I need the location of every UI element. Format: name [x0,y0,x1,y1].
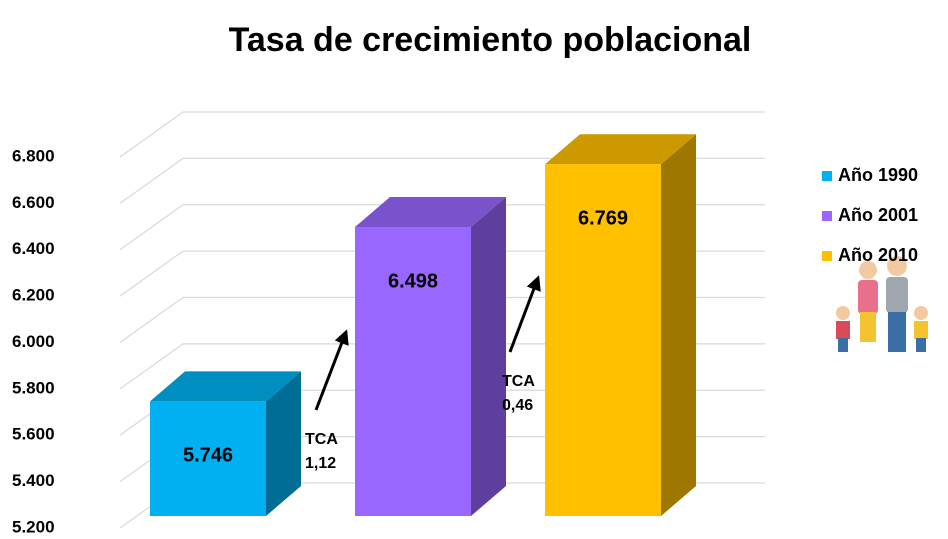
legend-swatch [822,251,832,261]
arrow [508,275,541,353]
bar [150,371,301,516]
bar-front [355,227,471,516]
legend-swatch [822,211,832,221]
y-tick-label: 5.200 [12,517,55,536]
legend-label: Año 1990 [838,165,918,185]
y-tick-label: 5.600 [12,425,55,444]
y-tick-label: 6.200 [12,286,55,305]
bar-side [661,134,696,517]
y-tick-label: 5.400 [12,471,55,490]
annotation: 1,12 [305,455,336,472]
y-tick-label: 6.000 [12,332,55,351]
legend-label: Año 2001 [838,205,918,225]
bar-top [150,371,301,402]
bar [355,197,506,516]
bar-side [471,197,506,516]
y-tick-label: 5.800 [12,378,55,397]
bar-front [545,164,661,517]
chart-title: Tasa de crecimiento poblacional [229,21,752,59]
data-label: 6.769 [578,207,628,229]
bar-front [150,401,266,516]
bar-top [355,197,506,228]
bar-side [266,371,301,516]
bar-top [545,134,696,165]
legend-swatch [822,171,832,181]
legend-label: Año 2010 [838,245,918,265]
y-tick-label: 6.800 [12,146,55,165]
annotation: TCA [502,373,535,390]
bar [545,134,696,517]
y-tick-label: 6.400 [12,239,55,258]
annotation: TCA [305,431,338,448]
data-label: 6.498 [388,270,438,292]
data-label: 5.746 [183,445,233,467]
family-illustration [836,256,928,352]
grid-line [119,111,765,158]
y-tick-label: 6.600 [12,193,55,212]
annotation: 0,46 [502,397,533,414]
arrow [314,329,349,411]
